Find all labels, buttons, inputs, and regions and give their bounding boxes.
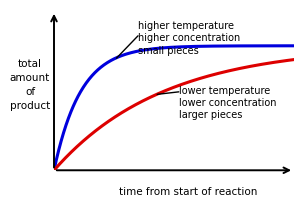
Text: lower temperature
lower concentration
larger pieces: lower temperature lower concentration la… <box>179 86 276 120</box>
Text: total
amount
of
product: total amount of product <box>10 59 50 111</box>
Text: higher temperature
higher concentration
small pieces: higher temperature higher concentration … <box>138 21 240 56</box>
Text: time from start of reaction: time from start of reaction <box>119 187 258 197</box>
